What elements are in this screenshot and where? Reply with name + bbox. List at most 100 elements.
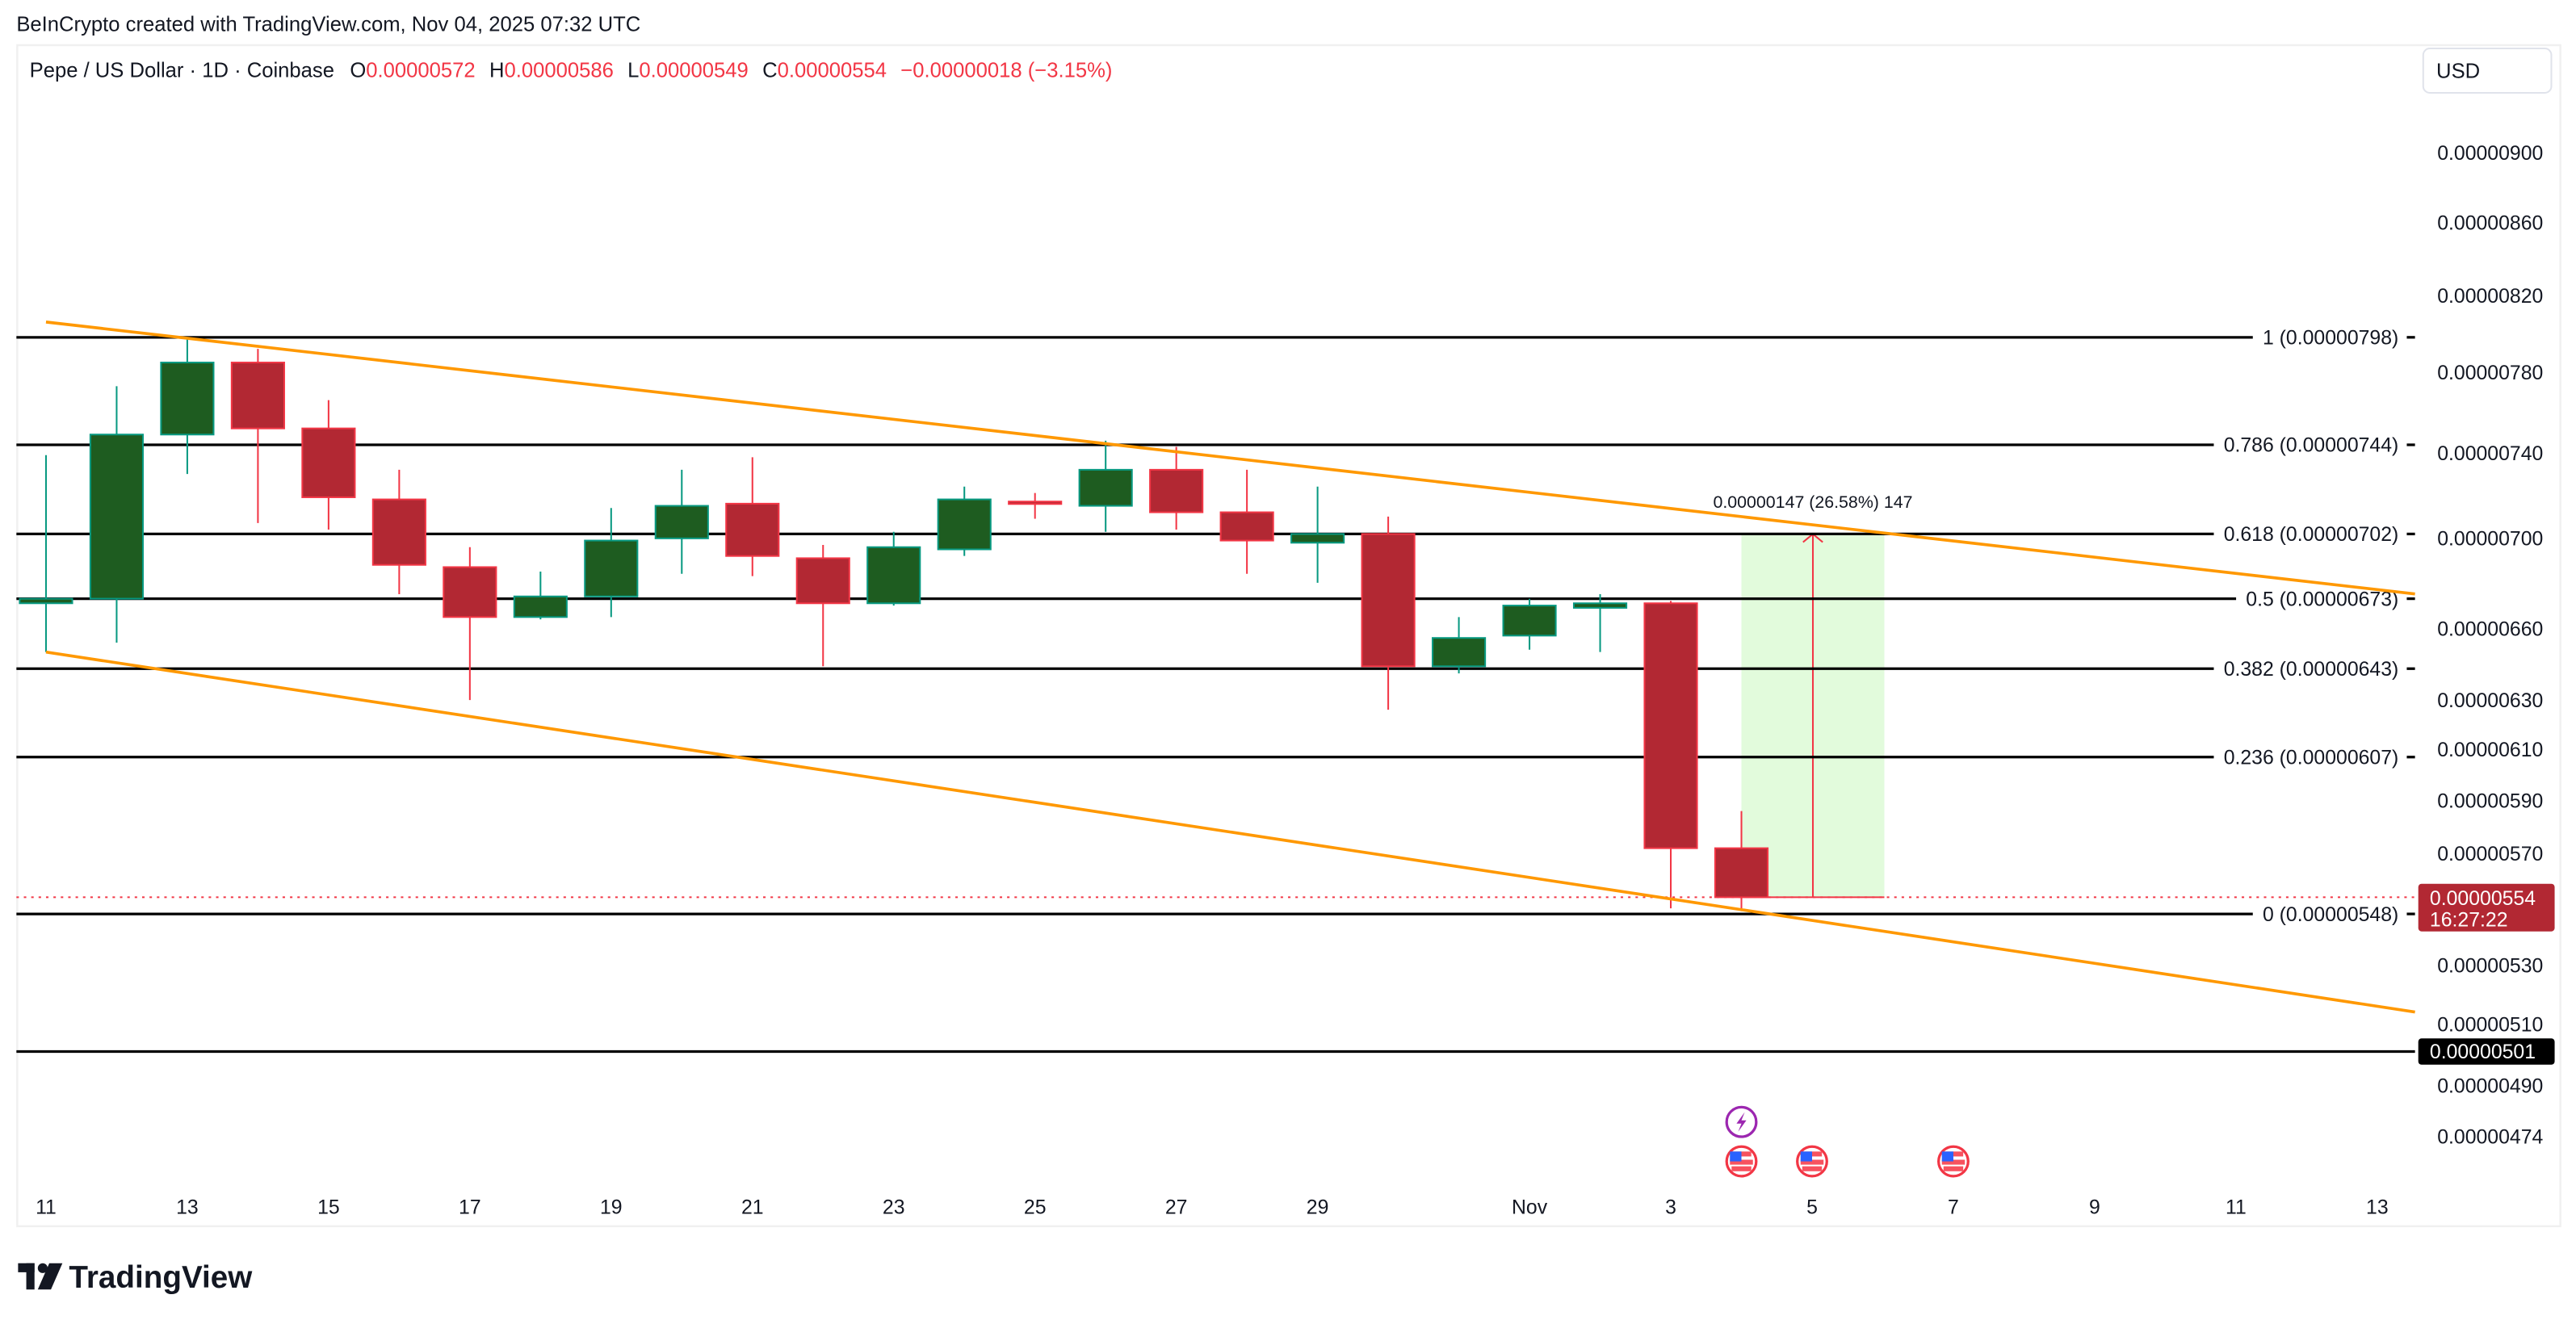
candle-body: [937, 498, 992, 551]
watermark-text: BeInCrypto created with TradingView.com,…: [16, 14, 640, 36]
fib-level-label: 0 (0.00000548): [2263, 904, 2398, 926]
candle: [1078, 440, 1133, 532]
flag-stripe: [1943, 1166, 1964, 1171]
us-flag-icon[interactable]: [1796, 1145, 1828, 1178]
candle: [1643, 601, 1698, 909]
tradingview-logo-text: TradingView: [69, 1260, 253, 1295]
chart-panel: [16, 44, 2561, 1228]
time-axis-label: 13: [176, 1197, 199, 1219]
measure-tool[interactable]: 0.00000147 (26.58%) 147: [1713, 492, 1913, 899]
high-label: H: [489, 60, 505, 82]
candle-body: [301, 427, 356, 498]
time-axis-label: 11: [36, 1197, 57, 1219]
time-axis-label: 23: [883, 1197, 905, 1219]
fib-level-label: 0.786 (0.00000744): [2224, 435, 2399, 457]
close-label: C: [762, 60, 778, 82]
price-axis[interactable]: 0.00000900 0.00000860 0.00000820 0.00000780…: [2437, 143, 2543, 1149]
change-value: −0.00000018 (−3.15%): [900, 60, 1112, 82]
time-axis-label: Nov: [1512, 1197, 1548, 1219]
candles: [19, 337, 1769, 911]
flag-stripe: [1941, 1159, 1966, 1165]
time-axis-label: 25: [1024, 1197, 1047, 1219]
price-axis-label: 0.00000860: [2437, 212, 2543, 234]
candle: [1008, 492, 1063, 519]
price-axis-label: 0.00000590: [2437, 790, 2543, 812]
price-axis-label: 0.00000610: [2437, 740, 2543, 761]
candle: [230, 349, 285, 523]
time-axis-label: 27: [1165, 1197, 1188, 1219]
candle-body: [89, 434, 145, 600]
flag-canton: [1730, 1151, 1742, 1162]
open-value: 0.00000572: [366, 60, 475, 82]
candle: [1290, 486, 1345, 583]
candle: [1219, 469, 1274, 574]
candle-body: [443, 566, 497, 618]
current-price-tag-value: 0.00000554: [2430, 888, 2536, 910]
price-axis-label: 0.00000740: [2437, 443, 2543, 465]
trendline-upper[interactable]: [45, 321, 2415, 596]
fib-level-label: 0.236 (0.00000607): [2224, 747, 2399, 769]
price-axis-label: 0.00000490: [2437, 1075, 2543, 1097]
price-axis-label: 0.00000570: [2437, 844, 2543, 865]
candle: [89, 386, 145, 643]
candle-body: [1149, 468, 1204, 513]
candle: [1149, 446, 1204, 530]
close-value: 0.00000554: [778, 60, 887, 82]
fib-level-0.236[interactable]: 0.236 (0.00000607): [16, 747, 2415, 769]
trendline-lower[interactable]: [45, 650, 2415, 1014]
currency-button[interactable]: USD: [2422, 48, 2553, 94]
time-axis-label: 11: [2226, 1197, 2247, 1219]
candle: [1572, 593, 1628, 652]
currency-button-label[interactable]: USD: [2436, 61, 2480, 83]
fib-level-label: 1 (0.00000798): [2263, 328, 2398, 350]
us-flag-icon[interactable]: [1725, 1145, 1758, 1178]
candle: [301, 400, 356, 530]
candle: [654, 469, 709, 574]
candle-body: [19, 597, 73, 605]
candle-body: [1714, 847, 1769, 899]
candle-body: [513, 595, 568, 618]
time-axis[interactable]: 11 13 15 17 19 21 23 25 27 29 Nov 3 5 7 9 11 13: [36, 1197, 2389, 1219]
fib-level-label: 0.5 (0.00000673): [2246, 589, 2398, 610]
candle-body: [160, 362, 215, 436]
price-axis-label: 0.00000630: [2437, 690, 2543, 712]
low-label: L: [627, 60, 639, 82]
candle: [1714, 811, 1769, 911]
candle-body: [1361, 533, 1416, 668]
flag-stripe: [1802, 1166, 1823, 1171]
fib-level-label: 0.382 (0.00000643): [2224, 659, 2399, 681]
current-price-tag: [2418, 883, 2555, 932]
fib-level-0.382[interactable]: 0.382 (0.00000643): [16, 659, 2415, 681]
fib-level-0[interactable]: 0 (0.00000548): [16, 904, 2415, 926]
flag-stripe: [1731, 1166, 1752, 1171]
fib-level-0.5[interactable]: 0.5 (0.00000673): [16, 589, 2415, 610]
events[interactable]: [1725, 1105, 1970, 1178]
current-price-tag-countdown: 16:27:22: [2430, 910, 2508, 932]
candle-body: [1432, 637, 1487, 668]
fib-level-1[interactable]: 1 (0.00000798): [16, 328, 2415, 350]
lightning-icon[interactable]: [1725, 1105, 1758, 1138]
currency-button-frame[interactable]: [2422, 48, 2553, 94]
tradingview-logo: TradingView: [18, 1260, 253, 1295]
price-axis-label: 0.00000900: [2437, 143, 2543, 165]
candle: [513, 572, 568, 620]
symbol-name: Pepe / US Dollar · 1D · Coinbase: [30, 60, 334, 82]
time-axis-label: 5: [1806, 1197, 1818, 1219]
candle-body: [371, 498, 426, 566]
candle-body: [725, 502, 780, 557]
candle-body: [230, 362, 285, 429]
flag-stripe: [1730, 1159, 1753, 1165]
candle: [866, 531, 921, 606]
candle: [725, 457, 780, 576]
us-flag-icon[interactable]: [1937, 1145, 1970, 1178]
time-axis-label: 29: [1307, 1197, 1329, 1219]
price-axis-label: 0.00000474: [2437, 1127, 2543, 1149]
high-value: 0.00000586: [504, 60, 613, 82]
price-axis-label: 0.00000700: [2437, 529, 2543, 551]
low-value: 0.00000549: [639, 60, 748, 82]
open-label: O: [350, 60, 366, 82]
candle: [584, 508, 639, 618]
trendlines[interactable]: [45, 321, 2415, 1014]
